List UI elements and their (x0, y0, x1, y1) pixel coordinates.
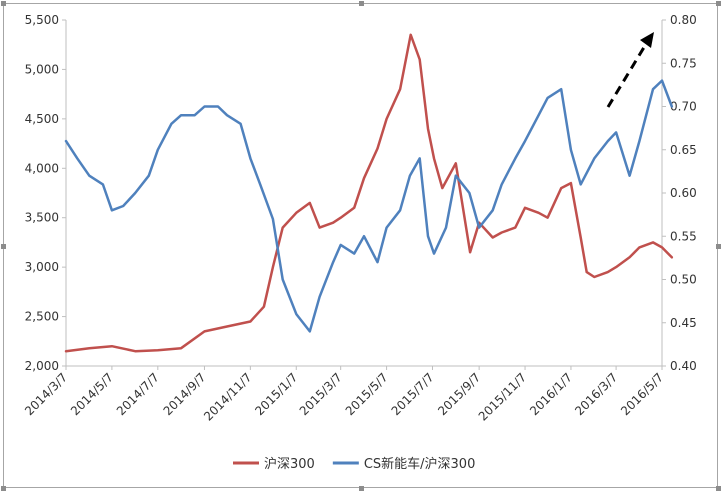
y-right-tick-label: 0.75 (670, 56, 697, 70)
x-tick-label: 2014/9/7 (161, 370, 209, 418)
resize-handle-top-right[interactable] (716, 1, 721, 6)
y-left-tick-label: 4,000 (25, 161, 59, 175)
legend-label: 沪深300 (264, 456, 315, 472)
y-right-tick-label: 0.50 (670, 273, 697, 287)
x-tick-label: 2014/7/7 (114, 370, 162, 418)
y-left-tick-label: 2,000 (25, 359, 59, 373)
chart-frame (3, 3, 718, 488)
trend-annotation (606, 32, 654, 108)
x-tick-label: 2015/3/7 (297, 370, 345, 418)
series-line-right (64, 79, 674, 333)
legend: 沪深300 CS新能车/沪深300 (233, 456, 475, 472)
resize-handle-bottom-right[interactable] (716, 486, 721, 491)
x-tick-label: 2014/3/7 (22, 370, 70, 418)
y-left-tick-label: 3,500 (25, 211, 59, 225)
y-right-tick-label: 0.45 (670, 316, 697, 330)
resize-handle-bottom-left[interactable] (1, 486, 6, 491)
resize-handle-middle-left[interactable] (1, 244, 6, 249)
series-line-left (64, 33, 674, 353)
y-right-tick-label: 0.40 (670, 359, 697, 373)
x-tick-label: 2016/5/7 (618, 370, 666, 418)
y-left-tick-label: 5,000 (25, 62, 59, 76)
x-tick-label: 2015/11/7 (476, 370, 529, 423)
x-tick-label: 2015/7/7 (389, 370, 437, 418)
y-left-tick-label: 5,500 (25, 13, 59, 27)
y-right-tick-label: 0.60 (670, 186, 697, 200)
y-right-tick-label: 0.55 (670, 229, 697, 243)
y-right-tick-label: 0.65 (670, 143, 697, 157)
x-tick-label: 2015/5/7 (343, 370, 391, 418)
x-tick-label: 2016/3/7 (572, 370, 620, 418)
x-tick-label: 2015/1/7 (252, 370, 300, 418)
resize-handle-top-center[interactable] (359, 1, 364, 6)
y-left-tick-label: 2,500 (25, 310, 59, 324)
series-group (64, 33, 674, 353)
resize-handle-top-left[interactable] (1, 1, 6, 6)
resize-handle-bottom-center[interactable] (359, 486, 364, 491)
x-tick-label: 2014/5/7 (68, 370, 116, 418)
resize-handle-middle-right[interactable] (716, 244, 721, 249)
x-tick-label: 2014/11/7 (201, 370, 254, 423)
y-left-tick-label: 4,500 (25, 112, 59, 126)
y-left-tick-label: 3,000 (25, 260, 59, 274)
y-right-tick-label: 0.80 (670, 13, 697, 27)
x-tick-label: 2016/1/7 (527, 370, 575, 418)
axes-group: 2,000 2,500 3,000 3,500 4,000 4,500 5,000 5,500… (22, 13, 697, 424)
y-right-tick-label: 0.70 (670, 100, 697, 114)
x-tick-label: 2015/9/7 (435, 370, 483, 418)
legend-label: CS新能车/沪深300 (364, 456, 476, 472)
trend-arrow-head (640, 32, 654, 48)
trend-arrow-shaft (606, 43, 648, 108)
